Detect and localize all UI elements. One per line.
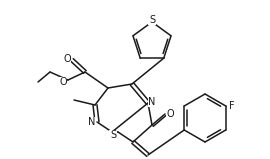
Text: N: N [148, 97, 156, 107]
Text: O: O [166, 109, 174, 119]
Text: O: O [59, 77, 67, 87]
Text: S: S [149, 15, 155, 25]
Text: F: F [229, 101, 235, 111]
Text: S: S [110, 130, 116, 140]
Text: O: O [63, 54, 71, 64]
Text: N: N [88, 117, 96, 127]
